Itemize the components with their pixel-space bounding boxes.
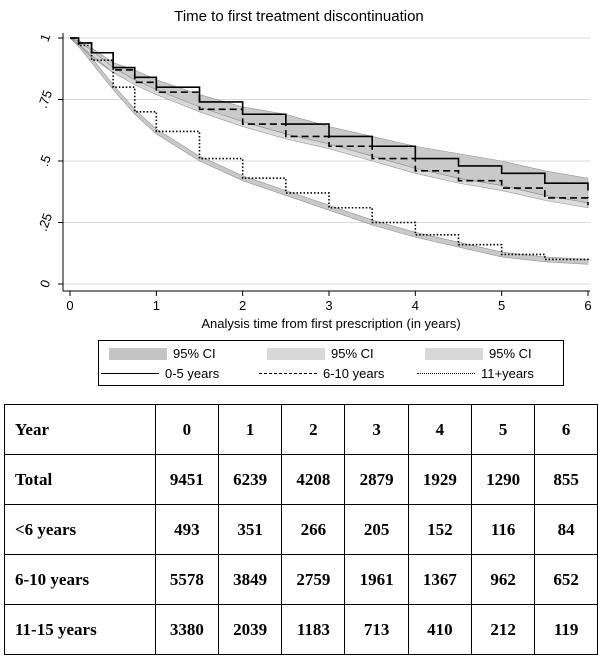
- km-plot: 0 1 2 3 4 5 6 0 .25 .5 .75 1 Analysis time from fir…: [35, 32, 592, 331]
- legend-ci-0-5: 95% CI: [109, 346, 216, 361]
- x-tick-label: 0: [66, 298, 73, 313]
- legend-ci-11plus: 95% CI: [425, 346, 532, 361]
- table-cell: 1183: [281, 604, 346, 655]
- y-tick-label: 1: [37, 32, 54, 44]
- table-cell: 119: [534, 604, 598, 655]
- y-tick-label: .25: [35, 211, 55, 233]
- table-cell: 116: [470, 504, 536, 555]
- legend-line-label: 0-5 years: [165, 366, 220, 381]
- legend-ci-swatch: [109, 347, 167, 360]
- chart-title: Time to first treatment discontinuation: [174, 8, 424, 25]
- table-cell: 2879: [344, 454, 409, 505]
- legend: 95% CI 95% CI 95% CI 0-5 years 6-10 year…: [98, 340, 564, 386]
- legend-ci-swatch: [267, 347, 325, 360]
- x-tick-label: 2: [239, 298, 246, 313]
- table-cell: 1367: [407, 554, 472, 605]
- legend-ci-label: 95% CI: [331, 346, 374, 361]
- ci-bands: [69, 37, 589, 265]
- table-header-cell: 2: [281, 404, 346, 455]
- table-cell: 5578: [154, 554, 219, 605]
- x-axis-label: Analysis time from first prescription (i…: [201, 316, 460, 331]
- table-cell: 1929: [407, 454, 472, 505]
- table-cell: 410: [407, 604, 472, 655]
- table-row: 6-10 years 5578 3849 2759 1961 1367 962 …: [4, 554, 598, 605]
- number-at-risk-table: Year 0 1 2 3 4 5 6 Total 9451 6239 4208 …: [4, 404, 598, 655]
- table-cell: 1290: [470, 454, 536, 505]
- table-cell: 962: [470, 554, 536, 605]
- table-cell: 855: [534, 454, 598, 505]
- legend-ci-swatch: [425, 347, 483, 360]
- survival-curves: [70, 37, 589, 262]
- legend-ci-label: 95% CI: [173, 346, 216, 361]
- curve-11+years: [70, 37, 589, 262]
- table-cell: 2039: [217, 604, 283, 655]
- table-cell: 9451: [154, 454, 219, 505]
- table-header-cell: 0: [154, 404, 219, 455]
- legend-line-0-5: 0-5 years: [101, 366, 219, 381]
- legend-ci-6-10: 95% CI: [267, 346, 374, 361]
- x-tick-label: 3: [325, 298, 332, 313]
- table-header-cell: Year: [4, 404, 156, 455]
- y-tick-label: .75: [35, 88, 55, 110]
- table-cell: 1961: [344, 554, 409, 605]
- table-row: <6 years 493 351 266 205 152 116 84: [4, 504, 598, 555]
- table-row: 11-15 years 3380 2039 1183 713 410 212 1…: [4, 604, 598, 655]
- table-cell: 3849: [217, 554, 283, 605]
- ci-band-11+years: [69, 37, 589, 265]
- x-tick-label: 1: [153, 298, 160, 313]
- table-header-cell: 4: [407, 404, 472, 455]
- x-tick-label: 5: [498, 298, 505, 313]
- y-tick-label: .5: [36, 153, 54, 168]
- axes: 0 1 2 3 4 5 6 0 .25 .5 .75 1: [35, 32, 592, 313]
- table-header-cell: 1: [217, 404, 283, 455]
- table-cell: 351: [217, 504, 283, 555]
- table-cell: 212: [470, 604, 536, 655]
- table-cell: 493: [154, 504, 219, 555]
- table-cell: 266: [281, 504, 346, 555]
- table-cell: 84: [534, 504, 598, 555]
- table-cell: 4208: [281, 454, 346, 505]
- table-cell: 652: [534, 554, 598, 605]
- legend-line-label: 6-10 years: [323, 366, 385, 381]
- table-cell: 6239: [217, 454, 283, 505]
- legend-ci-label: 95% CI: [489, 346, 532, 361]
- table-cell: 713: [344, 604, 409, 655]
- table-cell: 152: [407, 504, 472, 555]
- legend-line-6-10: 6-10 years: [259, 366, 384, 381]
- row-label: 6-10 years: [4, 554, 156, 605]
- legend-line-11plus: 11+years: [417, 366, 534, 381]
- row-label: 11-15 years: [4, 604, 156, 655]
- x-tick-label: 6: [584, 298, 591, 313]
- table-header-cell: 3: [344, 404, 409, 455]
- table-header-cell: 5: [470, 404, 536, 455]
- legend-line-label: 11+years: [481, 366, 534, 381]
- table-cell: 3380: [154, 604, 219, 655]
- x-tick-label: 4: [412, 298, 419, 313]
- legend-dotted-line: [417, 373, 475, 374]
- y-tick-label: 0: [37, 278, 54, 290]
- table-cell: 205: [344, 504, 409, 555]
- table-header-row: Year 0 1 2 3 4 5 6: [4, 404, 598, 455]
- ci-band-0-5 years: [69, 37, 589, 204]
- legend-dashed-line: [259, 373, 317, 374]
- row-label: <6 years: [4, 504, 156, 555]
- row-label: Total: [4, 454, 156, 505]
- table-cell: 2759: [281, 554, 346, 605]
- legend-solid-line: [101, 373, 159, 374]
- table-row: Total 9451 6239 4208 2879 1929 1290 855: [4, 454, 598, 505]
- curve-6-10 years: [70, 37, 589, 206]
- table-header-cell: 6: [534, 404, 598, 455]
